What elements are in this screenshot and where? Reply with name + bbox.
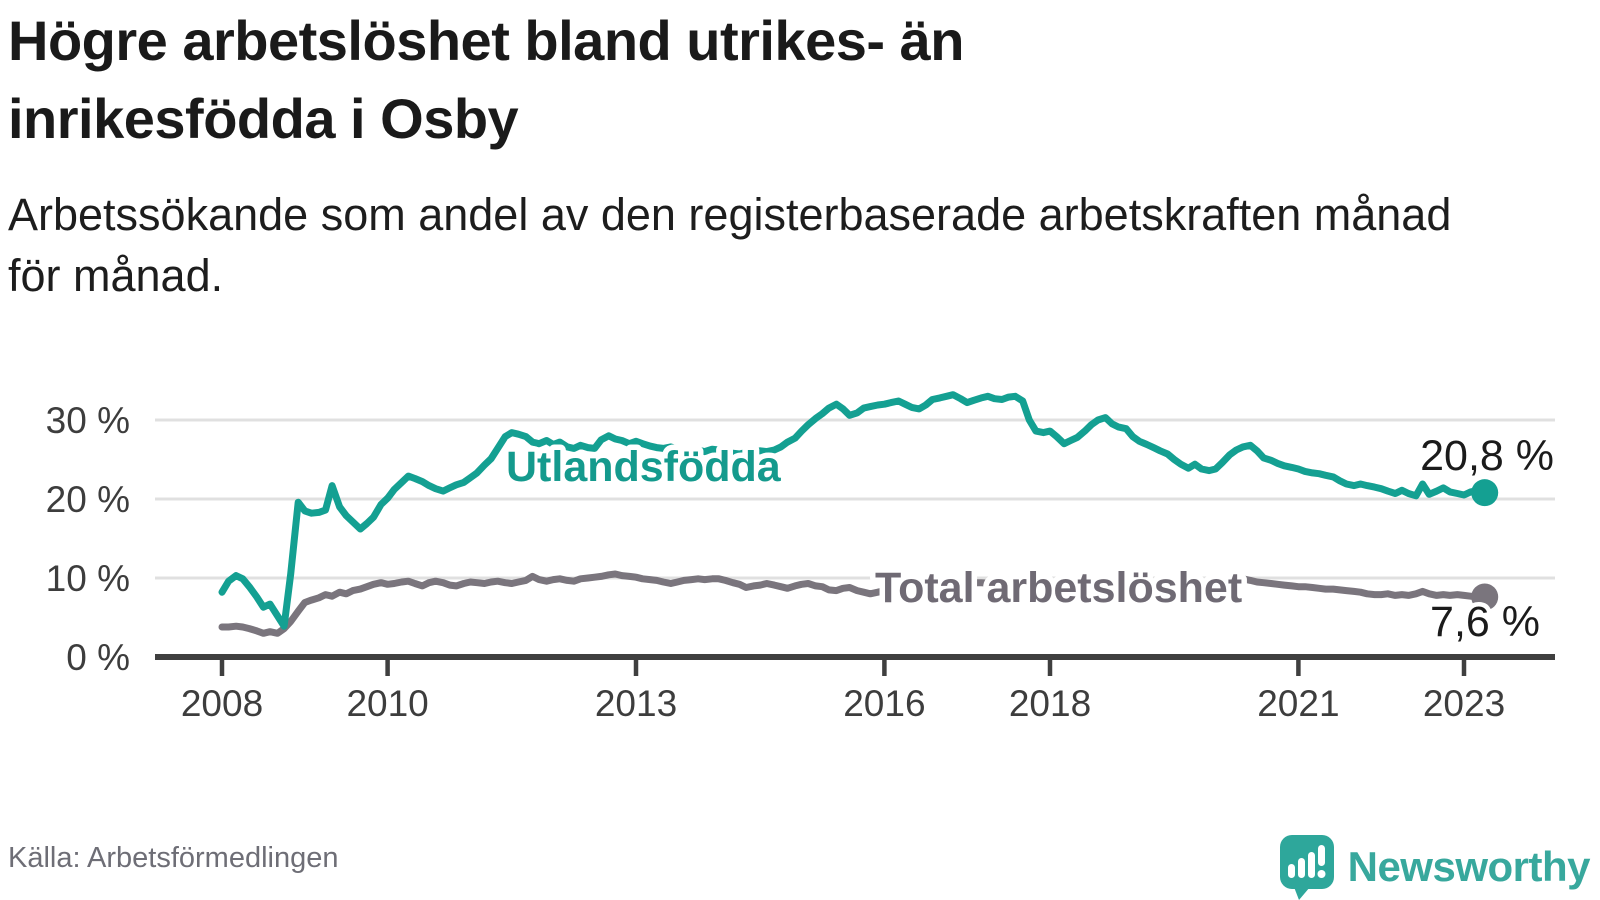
chart-subtitle-line-1: Arbetssökande som andel av den registerb… (8, 189, 1452, 240)
newsworthy-brand: Newsworthy (1279, 834, 1591, 900)
page-title: Högre arbetslöshet bland utrikes- än inr… (8, 2, 964, 158)
axes: 0 % 10 % 20 % 30 % 2008 2010 2013 2016 2018 2021 2… (46, 400, 1555, 724)
series-lines (218, 391, 1489, 637)
y-tick-label-30: 30 % (46, 400, 130, 441)
y-tick-label-0: 0 % (66, 637, 130, 678)
series-label-total-arbetsloshet: Total arbetslöshet (875, 564, 1242, 612)
end-dot-total-arbetsloshet (1471, 583, 1499, 611)
chart-subtitle-line-2: för månad. (8, 250, 224, 301)
x-tick-label-2021: 2021 (1257, 683, 1339, 724)
y-tick-label-10: 10 % (46, 558, 130, 599)
end-value-label-utlandsfodda: 20,8 % (1420, 432, 1554, 480)
page-title-line-1: Högre arbetslöshet bland utrikes- än (8, 9, 964, 72)
x-tick-label-2008: 2008 (181, 683, 263, 724)
x-tick-label-2013: 2013 (595, 683, 677, 724)
newsworthy-logo-icon (1279, 835, 1334, 900)
x-tick-label-2018: 2018 (1009, 683, 1091, 724)
brand-name: Newsworthy (1347, 843, 1591, 890)
series-line-total-arbetsloshet (218, 570, 1489, 637)
page-title-line-2: inrikesfödda i Osby (8, 87, 519, 150)
series-and-value-labels: Utlandsfödda 20,8 % Total arbetslöshet 7,6 … (501, 428, 1559, 651)
series-label-utlandsfodda: Utlandsfödda (506, 443, 782, 491)
x-tick-label-2016: 2016 (843, 683, 925, 724)
end-value-label-total-arbetsloshet: 7,6 % (1430, 598, 1540, 646)
chart-subtitle: Arbetssökande som andel av den registerb… (8, 184, 1451, 306)
source-note: Källa: Arbetsförmedlingen (8, 842, 339, 874)
x-tick-label-2010: 2010 (346, 683, 428, 724)
y-tick-label-20: 20 % (46, 479, 130, 520)
x-tick-label-2023: 2023 (1423, 683, 1505, 724)
gridlines (155, 418, 1555, 580)
end-dot-utlandsfodda (1471, 479, 1499, 507)
series-line-utlandsfodda (218, 391, 1489, 630)
